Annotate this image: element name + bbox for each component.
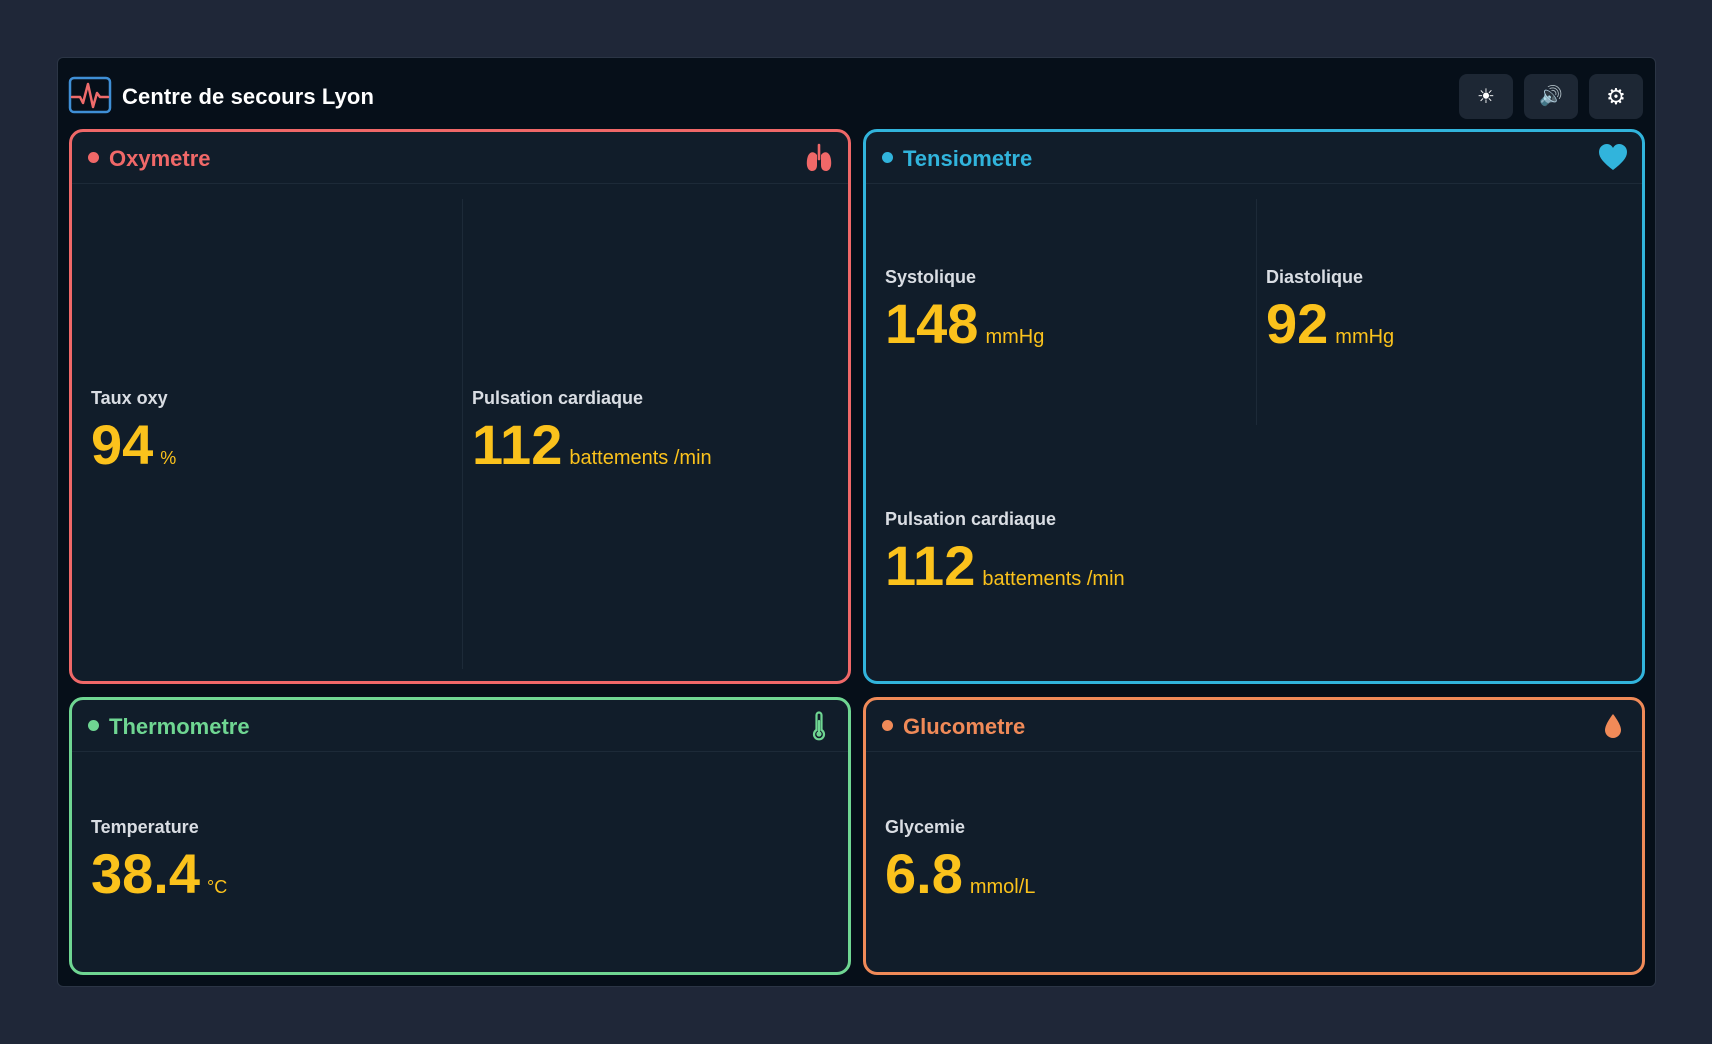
metric-value: 148 (885, 292, 979, 355)
metric-unit: °C (207, 877, 228, 897)
sound-button[interactable]: 🔊 (1524, 74, 1578, 119)
card-header: Oxymetre (72, 132, 848, 184)
droplet-icon (1605, 714, 1621, 738)
brightness-button[interactable]: ☀ (1459, 74, 1513, 119)
metric-unit: battements /min (982, 568, 1125, 590)
gear-icon: ⚙ (1606, 83, 1626, 109)
status-dot (882, 152, 893, 163)
tensiometre-card: Tensiometre Systolique 148 mmHg Diastoliq… (863, 129, 1645, 684)
card-header: Tensiometre (866, 132, 1642, 184)
thermometre-card: Thermometre Temperature 38.4 °C (69, 697, 851, 975)
thermometer-icon (812, 711, 826, 741)
metric-pulsation: Pulsation cardiaque 112 battements /min (472, 388, 712, 473)
metric-unit: % (160, 448, 177, 468)
card-header: Glucometre (866, 700, 1642, 752)
metric-value: 38.4 (91, 842, 200, 905)
metric-label: Diastolique (1266, 267, 1364, 287)
metric-value: 6.8 (885, 842, 963, 905)
app-window: Centre de secours Lyon ☀ 🔊 ⚙ Oxymetre Ta… (57, 57, 1656, 987)
metric-unit: battements /min (569, 447, 712, 469)
metric-glycemie: Glycemie 6.8 mmol/L (885, 817, 1035, 902)
metric-label: Taux oxy (91, 388, 168, 408)
heart-monitor-icon (68, 76, 112, 114)
card-title: Tensiometre (903, 146, 1033, 171)
metric-unit: mmHg (985, 326, 1045, 348)
metric-divider (462, 199, 463, 669)
glucometre-card: Glucometre Glycemie 6.8 mmol/L (863, 697, 1645, 975)
metric-value: 92 (1266, 292, 1329, 355)
oxymetre-card: Oxymetre Taux oxy 94% Pulsation cardiaqu… (69, 129, 851, 684)
metric-divider (1256, 199, 1257, 425)
top-bar: Centre de secours Lyon ☀ 🔊 ⚙ (58, 58, 1655, 128)
lungs-icon (806, 143, 832, 171)
metric-unit: mmol/L (969, 876, 1036, 898)
metric-label: Pulsation cardiaque (472, 388, 644, 408)
settings-button[interactable]: ⚙ (1589, 74, 1643, 119)
metric-label: Systolique (885, 267, 977, 287)
metric-systolique: Systolique 148 mmHg (885, 267, 1044, 352)
card-title: Oxymetre (109, 146, 211, 171)
heart-icon (1599, 144, 1627, 170)
metric-temperature: Temperature 38.4 °C (91, 817, 227, 902)
status-dot (882, 720, 893, 731)
card-title: Glucometre (903, 714, 1026, 739)
metric-value: 112 (472, 413, 563, 476)
metric-label: Temperature (91, 817, 199, 837)
status-dot (88, 152, 99, 163)
metric-pulsation: Pulsation cardiaque 112 battements /min (885, 509, 1125, 594)
sun-icon: ☀ (1477, 85, 1495, 108)
status-dot (88, 720, 99, 731)
metric-taux-oxy: Taux oxy 94% (91, 388, 176, 473)
metric-diastolique: Diastolique 92 mmHg (1266, 267, 1394, 352)
metric-unit: mmHg (1335, 326, 1395, 348)
card-header: Thermometre (72, 700, 848, 752)
metric-value: 94 (91, 413, 154, 476)
card-title: Thermometre (109, 714, 250, 739)
metric-label: Pulsation cardiaque (885, 509, 1057, 529)
metric-value: 112 (885, 534, 976, 597)
speaker-icon: 🔊 (1539, 86, 1563, 107)
metric-label: Glycemie (885, 817, 966, 837)
app-title: Centre de secours Lyon (122, 84, 375, 109)
